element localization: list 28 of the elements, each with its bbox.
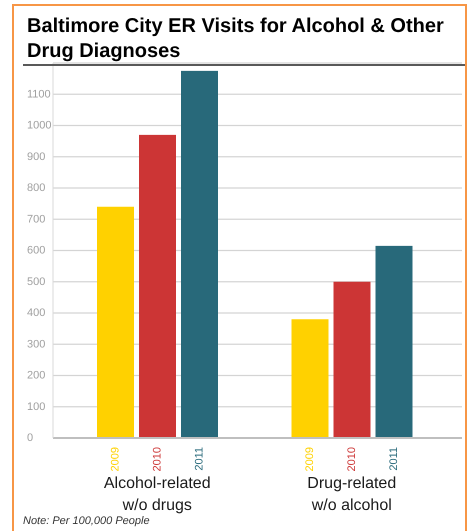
y-tick-label: 100 [27,400,46,413]
bar [181,70,218,438]
x-tick-label: Drug-related w/o alcohol [307,474,396,514]
text: 2011 [388,447,400,471]
text: 2010 [152,447,164,472]
y-tick-label: 1100 [27,88,51,100]
y-tick-label: 900 [27,150,46,163]
y-tick-label: 500 [27,276,46,288]
y-tick-label: 0 [27,432,34,444]
text: 2011 [194,447,206,471]
text: 2009 [304,447,316,472]
chart-title: Baltimore City ER Visits for Alcohol & Other Drug Diagnoses [23,14,465,66]
y-tick-label: 300 [27,338,46,350]
text: 2009 [110,447,122,472]
bar [97,206,134,438]
bar [292,319,328,438]
bar [139,134,176,438]
text: Note: Per 100,000 People [23,514,150,528]
bar [334,282,370,438]
bar [376,246,412,438]
text: 2010 [346,447,358,472]
y-tick-label: 400 [27,307,46,319]
y-tick-label: 800 [27,182,46,194]
y-tick-label: 200 [27,370,46,382]
x-tick-label: Alcohol-related w/o drugs [104,474,211,514]
y-tick-label: 600 [27,244,46,256]
y-tick-label: 1000 [27,120,52,132]
y-tick-label: 700 [27,213,46,226]
